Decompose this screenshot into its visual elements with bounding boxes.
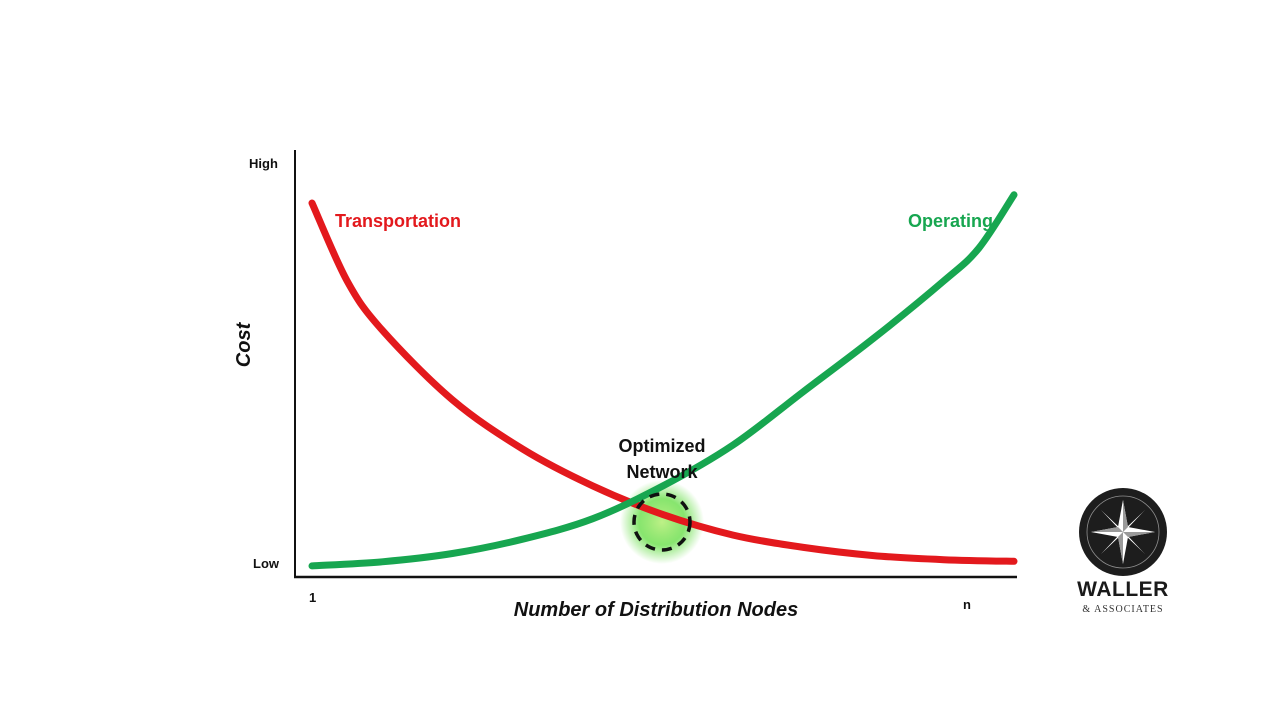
x-axis-title: Number of Distribution Nodes <box>514 599 798 621</box>
series-line-transportation <box>308 199 1018 565</box>
axes <box>294 150 1017 579</box>
logo: WALLER & ASSOCIATES <box>1062 488 1184 622</box>
logo-subtitle: & ASSOCIATES <box>1082 604 1164 615</box>
annotation-network: Network <box>626 462 698 482</box>
series-layer <box>308 191 1018 570</box>
series-line-operating <box>308 191 1018 570</box>
y-tick-low: Low <box>253 556 280 571</box>
annotation-optimized: Optimized <box>618 436 705 456</box>
logo-name: WALLER <box>1077 578 1169 601</box>
x-tick-n: n <box>963 597 971 612</box>
series-label-transportation: Transportation <box>335 211 461 231</box>
compass-star-icon <box>1079 488 1167 576</box>
y-axis-title: Cost <box>233 321 255 367</box>
x-tick-1: 1 <box>309 590 316 605</box>
series-label-operating: Operating <box>908 211 993 231</box>
y-tick-high: High <box>249 156 278 171</box>
optimum-marker <box>632 492 692 552</box>
